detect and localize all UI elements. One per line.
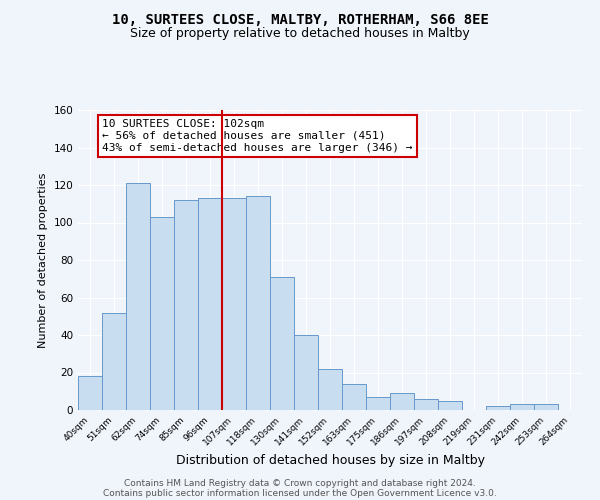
Bar bbox=[126, 183, 150, 410]
Bar bbox=[510, 404, 534, 410]
Bar bbox=[414, 399, 438, 410]
Bar bbox=[102, 312, 126, 410]
Y-axis label: Number of detached properties: Number of detached properties bbox=[38, 172, 48, 348]
Bar bbox=[246, 196, 270, 410]
X-axis label: Distribution of detached houses by size in Maltby: Distribution of detached houses by size … bbox=[176, 454, 485, 467]
Text: 10, SURTEES CLOSE, MALTBY, ROTHERHAM, S66 8EE: 10, SURTEES CLOSE, MALTBY, ROTHERHAM, S6… bbox=[112, 12, 488, 26]
Bar bbox=[294, 335, 318, 410]
Bar bbox=[174, 200, 198, 410]
Bar bbox=[78, 376, 102, 410]
Bar bbox=[534, 404, 558, 410]
Bar bbox=[198, 198, 222, 410]
Text: Size of property relative to detached houses in Maltby: Size of property relative to detached ho… bbox=[130, 28, 470, 40]
Bar bbox=[486, 406, 510, 410]
Text: Contains HM Land Registry data © Crown copyright and database right 2024.: Contains HM Land Registry data © Crown c… bbox=[124, 478, 476, 488]
Bar bbox=[222, 198, 246, 410]
Text: 10 SURTEES CLOSE: 102sqm
← 56% of detached houses are smaller (451)
43% of semi-: 10 SURTEES CLOSE: 102sqm ← 56% of detach… bbox=[102, 120, 413, 152]
Bar bbox=[342, 384, 366, 410]
Text: Contains public sector information licensed under the Open Government Licence v3: Contains public sector information licen… bbox=[103, 488, 497, 498]
Bar bbox=[366, 397, 390, 410]
Bar bbox=[438, 400, 462, 410]
Bar bbox=[390, 393, 414, 410]
Bar bbox=[318, 369, 342, 410]
Bar bbox=[150, 217, 174, 410]
Bar bbox=[270, 277, 294, 410]
